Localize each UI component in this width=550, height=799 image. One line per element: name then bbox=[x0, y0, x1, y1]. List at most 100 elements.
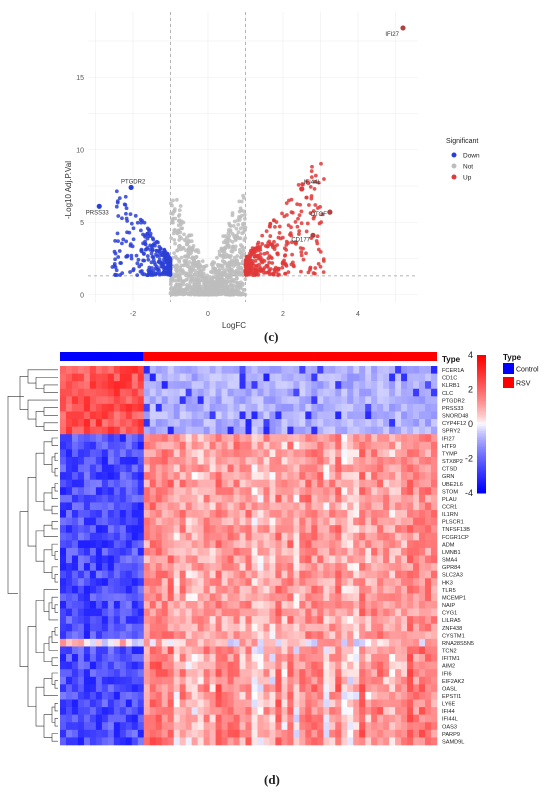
heatmap-cell bbox=[77, 456, 85, 465]
heatmap-cell bbox=[305, 623, 312, 632]
heatmap-cell bbox=[131, 449, 139, 458]
heatmap-cell bbox=[407, 646, 414, 655]
heatmap-cell bbox=[311, 722, 318, 731]
heatmap-cell bbox=[299, 729, 306, 738]
heatmap-cell bbox=[209, 426, 216, 435]
heatmap-cell bbox=[107, 517, 115, 526]
heatmap-cell bbox=[413, 646, 420, 655]
heatmap-cell bbox=[263, 722, 270, 731]
heatmap-cell bbox=[335, 479, 342, 488]
heatmap-cell bbox=[89, 373, 97, 382]
heatmap-cell bbox=[353, 441, 360, 450]
heatmap-cell bbox=[113, 661, 121, 670]
heatmap-cell bbox=[257, 578, 264, 587]
volcano-point-not bbox=[242, 287, 247, 292]
heatmap-cell bbox=[173, 691, 180, 700]
heatmap-cell bbox=[83, 638, 91, 647]
heatmap-cell bbox=[263, 419, 270, 427]
heatmap-cell bbox=[425, 494, 432, 503]
heatmap-cell bbox=[215, 593, 222, 602]
heatmap-cell bbox=[317, 472, 324, 480]
heatmap-cell bbox=[287, 540, 294, 549]
heatmap-cell bbox=[233, 472, 240, 480]
heatmap-cell bbox=[257, 456, 264, 465]
heatmap-cell bbox=[221, 373, 228, 382]
heatmap-cell bbox=[143, 472, 151, 480]
heatmap-cell bbox=[383, 676, 390, 685]
heatmap-cell bbox=[60, 532, 67, 541]
heatmap-cell bbox=[203, 449, 210, 458]
heatmap-cell bbox=[413, 525, 420, 534]
labeled-point-ifi44l bbox=[299, 186, 305, 192]
heatmap-cell bbox=[221, 464, 228, 473]
heatmap-cell bbox=[419, 540, 426, 549]
heatmap-cell bbox=[191, 494, 198, 503]
heatmap-cell bbox=[197, 441, 204, 450]
heatmap-cell bbox=[287, 426, 294, 435]
heatmap-cell bbox=[383, 737, 390, 746]
heatmap-cell bbox=[341, 381, 348, 390]
heatmap-cell bbox=[353, 494, 360, 503]
volcano-point-down bbox=[158, 247, 163, 251]
heatmap-cell bbox=[287, 707, 294, 715]
volcano-point-up bbox=[270, 243, 275, 248]
heatmap-cell bbox=[395, 616, 402, 625]
heatmap-cell bbox=[161, 691, 169, 700]
heatmap-cell bbox=[191, 578, 198, 587]
volcano-point-not bbox=[216, 264, 221, 269]
heatmap-cell bbox=[395, 699, 402, 708]
heatmap-cell bbox=[389, 487, 396, 496]
heatmap-cell bbox=[149, 623, 157, 632]
heatmap-cell bbox=[317, 585, 324, 594]
heatmap-cell bbox=[197, 532, 204, 541]
heatmap-cell bbox=[60, 714, 67, 723]
heatmap-cell bbox=[233, 456, 240, 465]
volcano-point-not bbox=[189, 278, 194, 283]
heatmap-cell bbox=[431, 494, 438, 503]
heatmap-cell bbox=[83, 578, 91, 587]
x-tick-label: -2 bbox=[130, 311, 136, 318]
volcano-point-up bbox=[298, 202, 303, 207]
heatmap-cell bbox=[203, 593, 210, 602]
heatmap-cell bbox=[191, 570, 198, 579]
heatmap-cell bbox=[335, 661, 342, 670]
heatmap-cell bbox=[239, 676, 246, 685]
heatmap-cell bbox=[311, 517, 318, 526]
volcano-y-axis-label: -Log10 Adj.P.Val bbox=[64, 161, 73, 219]
heatmap-cell bbox=[317, 532, 324, 541]
volcano-point-down bbox=[125, 254, 130, 259]
heatmap-cell bbox=[83, 547, 91, 556]
heatmap-cell bbox=[119, 631, 127, 640]
heatmap-cell bbox=[383, 472, 390, 480]
volcano-point-down bbox=[143, 247, 148, 252]
heatmap-cell bbox=[143, 669, 151, 678]
heatmap-cell bbox=[233, 464, 240, 473]
heatmap-cell bbox=[215, 555, 222, 564]
heatmap-cell bbox=[353, 661, 360, 670]
heatmap-cell bbox=[83, 616, 91, 625]
gene-label-ptgdr2: PTGDR2 bbox=[121, 179, 146, 185]
heatmap-cell bbox=[215, 600, 222, 609]
heatmap-cell bbox=[275, 684, 282, 693]
heatmap-cell bbox=[149, 737, 157, 746]
heatmap-cell bbox=[167, 456, 174, 465]
colorbar-step bbox=[477, 396, 486, 400]
heatmap-cell bbox=[125, 570, 133, 579]
volcano-point-not bbox=[169, 277, 174, 282]
heatmap-cell bbox=[263, 525, 270, 534]
heatmap-cell bbox=[149, 532, 157, 541]
heatmap-cell bbox=[395, 517, 402, 526]
dendrogram-branch bbox=[35, 411, 44, 427]
heatmap-cell bbox=[119, 464, 127, 473]
volcano-point-up bbox=[268, 267, 273, 271]
heatmap-cell bbox=[371, 441, 378, 450]
heatmap-cell bbox=[359, 600, 366, 609]
heatmap-cell bbox=[89, 600, 97, 609]
heatmap-cell bbox=[65, 449, 73, 458]
heatmap-cell bbox=[107, 729, 115, 738]
heatmap-cell bbox=[179, 434, 186, 443]
heatmap-cell bbox=[257, 669, 264, 678]
volcano-point-down bbox=[160, 251, 165, 255]
heatmap-cell bbox=[203, 638, 210, 647]
heatmap-cell bbox=[299, 426, 306, 435]
